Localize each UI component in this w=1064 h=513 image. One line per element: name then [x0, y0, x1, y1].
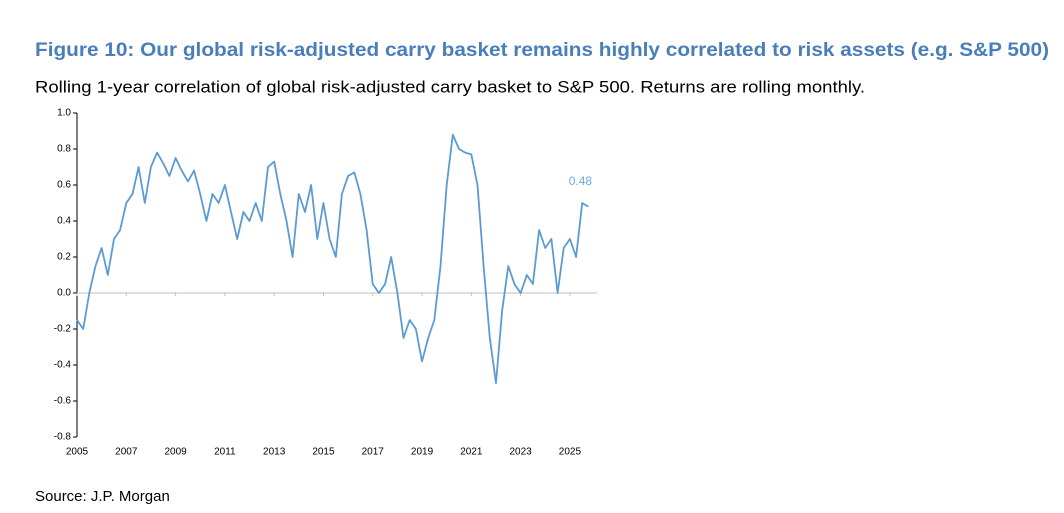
end-value-label: 0.48 [569, 174, 593, 188]
series-line [76, 133, 589, 384]
x-tick-label: 2021 [460, 447, 483, 458]
x-tick-label: 2017 [362, 447, 385, 458]
y-tick-label: 0.4 [57, 216, 71, 227]
x-tick-label: 2013 [263, 447, 286, 458]
y-tick-label: 0.6 [57, 180, 71, 191]
y-tick-label: -0.6 [54, 396, 72, 407]
source-note: Source: J.P. Morgan [35, 488, 170, 505]
x-tick-label: 2023 [509, 447, 532, 458]
x-tick-label: 2005 [66, 447, 89, 458]
y-tick-label: -0.4 [54, 360, 72, 371]
y-tick-label: 0.8 [57, 144, 71, 155]
y-tick-label: 1.0 [57, 108, 71, 119]
x-tick-label: 2011 [214, 447, 236, 458]
y-tick-label: -0.2 [54, 324, 72, 335]
x-tick-label: 2009 [164, 447, 187, 458]
chart-subtitle: Rolling 1-year correlation of global ris… [35, 77, 865, 96]
x-tick-label: 2015 [312, 447, 335, 458]
y-tick-label: -0.8 [54, 432, 72, 443]
y-tick-label: 0.0 [57, 288, 71, 299]
x-tick-label: 2019 [411, 447, 434, 458]
y-tick-label: 0.2 [57, 252, 71, 263]
x-tick-label: 2025 [559, 447, 582, 458]
x-tick-label: 2007 [115, 447, 138, 458]
chart-title: Figure 10: Our global risk-adjusted carr… [35, 40, 1049, 61]
